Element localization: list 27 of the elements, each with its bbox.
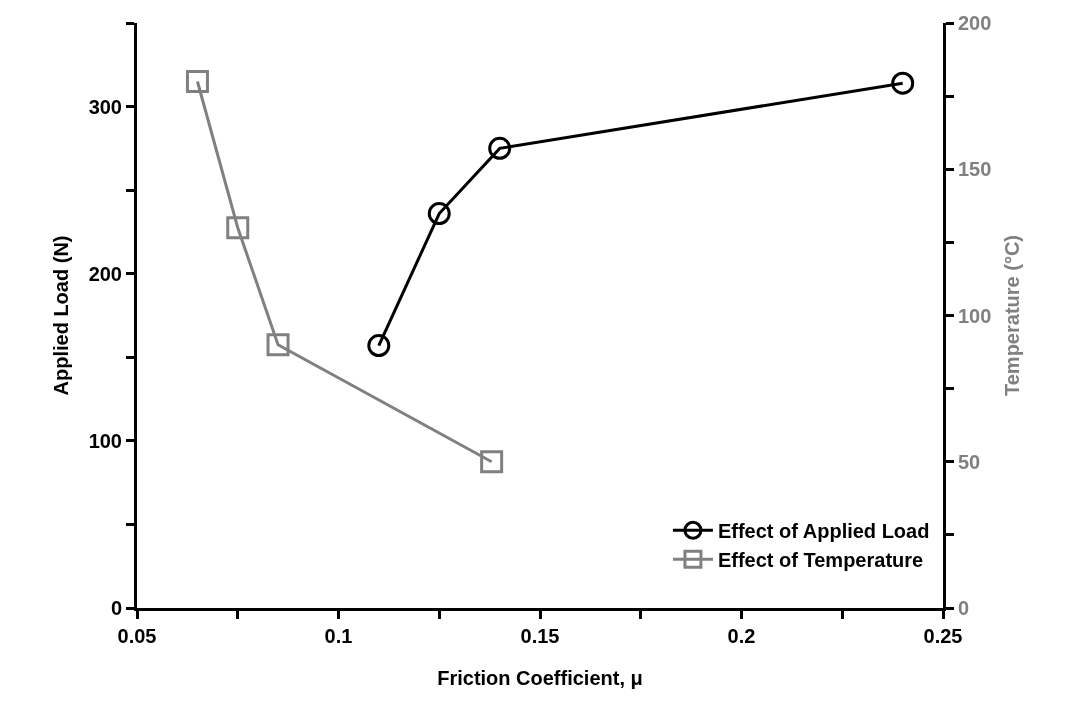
x-tick-label: 0.25 — [923, 625, 963, 647]
y-tick-label: 0 — [110, 597, 122, 619]
y2-tick-label: 200 — [958, 12, 992, 34]
y-axis-title: Applied Load (N) — [50, 235, 73, 396]
y2-tick-label: 150 — [958, 158, 992, 181]
y2-axis-title: Temperature (°C) — [1000, 235, 1023, 396]
y2-tick-label: 50 — [958, 450, 981, 473]
point — [488, 136, 512, 160]
y-tick-label: 300 — [88, 95, 122, 118]
y-tick-label: 100 — [88, 429, 122, 452]
point — [480, 450, 504, 474]
x-tick-label: 0.2 — [727, 625, 756, 647]
legend-label: Effect of Temperature — [717, 549, 924, 572]
y2-tick-label: 100 — [958, 304, 992, 327]
legend-label: Effect of Applied Load — [717, 520, 930, 543]
point — [891, 71, 915, 95]
point — [226, 216, 250, 240]
x-axis-title: Friction Coefficient, μ — [437, 666, 643, 689]
x-tick-label: 0.05 — [117, 625, 157, 647]
point — [427, 202, 451, 226]
y-tick-label: 200 — [88, 262, 122, 285]
point — [367, 334, 391, 358]
point — [185, 70, 209, 93]
point — [266, 333, 290, 357]
x-tick-label: 0.1 — [324, 625, 353, 647]
y2-tick-label: 0 — [958, 597, 970, 619]
x-tick-label: 0.15 — [520, 625, 560, 647]
